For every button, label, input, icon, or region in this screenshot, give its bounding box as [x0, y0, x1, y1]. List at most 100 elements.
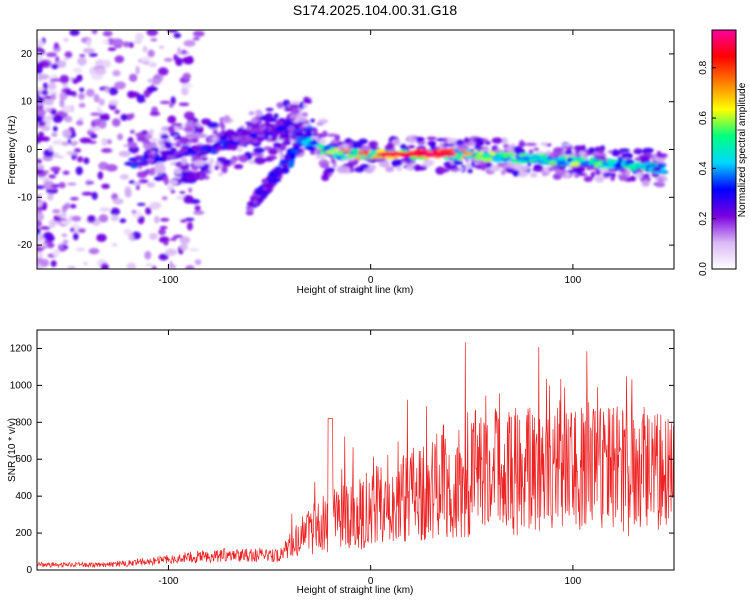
spectrogram-blob: [394, 153, 402, 157]
spectrogram-blob: [538, 154, 549, 159]
spectrogram-blob: [144, 250, 152, 260]
spectrogram-blob: [173, 234, 184, 239]
spectrogram-blob: [491, 137, 503, 144]
spectrogram-blob: [287, 160, 295, 168]
spectrogram-blob: [71, 215, 82, 222]
spectrogram-blob: [50, 108, 57, 116]
spectrogram-blob: [37, 61, 44, 71]
spectrogram-blob: [159, 100, 171, 105]
spectrogram-blob: [197, 127, 204, 134]
spectrogram-blob: [201, 156, 208, 161]
spectrogram-blob: [60, 220, 69, 225]
spectrogram-blob: [320, 163, 330, 169]
spectrogram-blob: [148, 171, 156, 176]
spectrogram-blob: [336, 151, 344, 156]
spectrogram-blob: [120, 113, 128, 121]
spectrogram-blob: [183, 126, 193, 133]
spectrogram-blob: [219, 134, 228, 141]
spectrogram-blob: [194, 259, 202, 266]
spectrogram-blob: [279, 152, 285, 160]
spectrogram-y-tick-label: 10: [21, 97, 33, 108]
spectrogram-x-tick-label: -100: [158, 275, 178, 286]
spectrogram-blob: [88, 247, 100, 255]
spectrogram-blob: [147, 49, 155, 58]
spectrogram-blob: [505, 167, 515, 173]
spectrogram-blob: [301, 112, 309, 117]
spectrogram-blob: [102, 39, 110, 45]
spectrogram-blob: [44, 170, 50, 174]
spectrogram-blob: [166, 30, 179, 33]
spectrogram-blob: [656, 150, 662, 155]
spectrogram-blob: [178, 102, 190, 107]
spectrogram-blob: [193, 210, 205, 215]
spectrogram-blob: [626, 164, 635, 170]
spectrogram-blob: [52, 209, 61, 214]
spectrogram-blob: [545, 150, 552, 155]
spectrogram-blob: [426, 136, 437, 141]
spectrogram-blob: [188, 248, 200, 252]
spectrogram-blob: [52, 114, 63, 123]
spectrogram-blob: [258, 188, 265, 195]
spectrogram-blob: [136, 171, 148, 179]
spectrogram-blob: [303, 96, 310, 104]
spectrogram-blob: [119, 218, 127, 224]
spectrogram-blob: [170, 96, 176, 105]
spectrogram-blob: [517, 159, 527, 164]
spectrogram-blob: [308, 141, 319, 145]
spectrogram-blob: [409, 144, 415, 149]
spectrogram-blob: [101, 183, 110, 189]
spectrogram-blob: [304, 145, 315, 151]
spectrogram-blob: [72, 223, 79, 227]
spectrogram-blob: [63, 38, 69, 42]
spectrogram-blob: [405, 165, 416, 171]
spectrogram-blob: [130, 158, 138, 162]
spectrogram-blob: [100, 263, 109, 269]
spectrogram-blob: [159, 218, 170, 222]
spectrogram-blob: [136, 202, 146, 206]
spectrogram-blob: [502, 153, 508, 159]
spectrogram-blob: [76, 120, 84, 126]
spectrogram-blob: [569, 161, 581, 167]
spectrogram-blob: [146, 30, 158, 37]
spectrogram-blob: [70, 227, 75, 233]
spectrogram-blob: [352, 152, 359, 157]
spectrogram-blob: [157, 67, 169, 76]
spectrogram-blob: [173, 32, 182, 39]
spectrogram-blob: [230, 142, 240, 146]
spectrogram-blob: [654, 182, 666, 188]
spectrogram-blob: [348, 142, 355, 149]
spectrogram-blob: [364, 168, 375, 174]
spectrogram-blob: [98, 214, 109, 223]
spectrogram-blob: [276, 102, 284, 109]
spectrogram-blob: [529, 172, 538, 178]
spectrogram-blob: [198, 148, 208, 152]
spectrogram-blob: [438, 142, 444, 151]
spectrogram-blob: [37, 164, 45, 170]
spectrogram-blob: [42, 82, 49, 91]
spectrogram-blob: [217, 172, 224, 177]
spectrogram-blob: [208, 137, 214, 143]
spectrogram-xlabel: Height of straight line (km): [297, 285, 414, 296]
spectrogram-blob: [289, 104, 300, 109]
spectrogram-blob: [254, 156, 266, 165]
spectrogram-blob: [594, 175, 605, 183]
spectrogram-blob: [108, 87, 119, 96]
spectrogram-blob: [183, 40, 196, 47]
spectrogram-blob: [83, 157, 90, 165]
spectrogram-blob: [53, 42, 59, 50]
spectrogram-blob: [180, 242, 189, 251]
spectrogram-blob: [173, 167, 183, 175]
spectrogram-blob: [182, 56, 193, 64]
spectrogram-blob: [135, 32, 144, 41]
spectrogram-blob: [57, 213, 68, 218]
spectrogram-blob: [144, 134, 153, 140]
spectrogram-blob: [341, 143, 349, 149]
spectrogram-blob: [605, 164, 616, 169]
spectrogram-blob: [264, 120, 270, 128]
spectrogram-blob: [590, 171, 596, 179]
spectrogram-blob: [540, 141, 548, 147]
spectrogram-blob: [242, 129, 248, 134]
spectrogram-blob: [37, 221, 42, 228]
spectrogram-blob: [501, 137, 508, 145]
